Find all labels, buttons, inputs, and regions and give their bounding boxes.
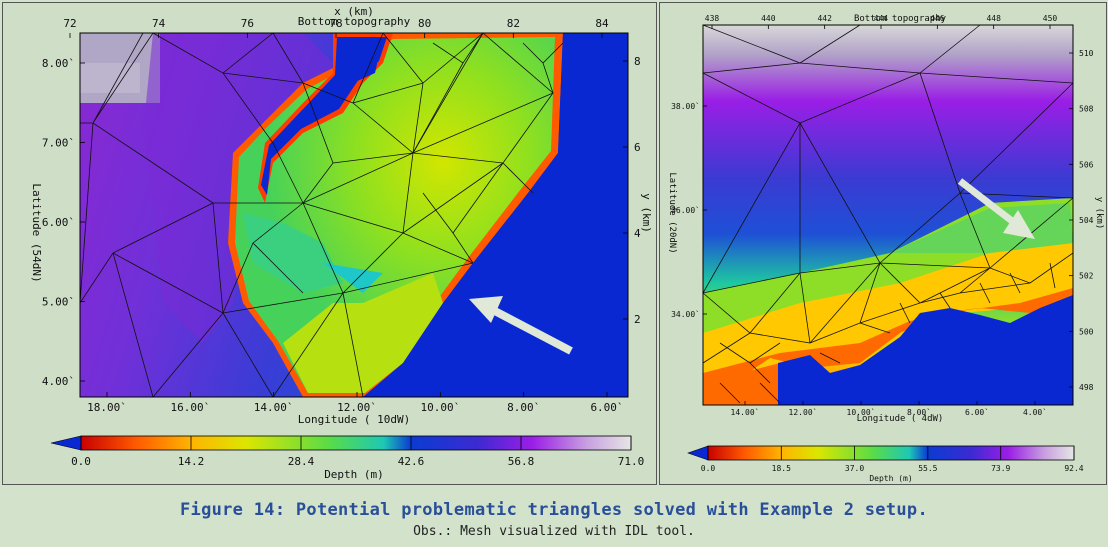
top-tick-label: 448 [986,14,1001,23]
bottom-tick-label: 14.00` [254,401,294,414]
top-tick-label: 80 [418,17,431,30]
colorbar-tick-label: 18.5 [772,464,791,473]
bottom-tick-label: 10.00` [420,401,460,414]
colorbar-tick-label: 73.9 [991,464,1010,473]
right-right-axis-title: y (km) [1094,197,1104,230]
top-tick-label: 74 [152,17,166,30]
right-tick-label: 504 [1079,216,1094,225]
left-left-ticks: 8.00` 7.00` 6.00` 5.00` 4.00` [42,57,85,388]
right-tick-label: 6 [634,141,641,154]
left-right-axis-title: y (km) [640,193,653,233]
top-tick-label: 78 [329,17,342,30]
bottom-tick-label: 12.00` [789,407,818,417]
bottom-tick-label: 12.00` [337,401,377,414]
right-tick-label: 508 [1079,105,1094,114]
figure-note: Obs.: Mesh visualized with IDL tool. [413,524,695,539]
bottom-tick-label: 4.00` [1023,407,1047,417]
top-tick-label: 446 [930,14,945,23]
right-colorbar: 0.0 18.5 37.0 55.5 73.9 92.4 Depth (m) [687,445,1084,483]
bottom-tick-label: 8.00` [507,401,540,414]
bottom-tick-label: 14.00` [731,407,760,417]
bottom-tick-label: 8.00` [907,407,931,417]
colorbar-tick-label: 14.2 [178,455,205,468]
left-tick-label: 4.00` [42,375,75,388]
left-top-axis-title: x (km) [334,5,374,18]
right-plot-area [702,24,1074,406]
left-chart-svg: x (km) Bottom topography Longitude ( 10d… [30,5,653,481]
colorbar-tick-label: 28.4 [288,455,315,468]
colorbar-tick-label: 55.5 [918,464,937,473]
right-tick-label: 8 [634,55,641,68]
left-colorbar: 0.0 14.2 28.4 42.6 56.8 71.0 Depth (m) [50,435,645,481]
right-tick-label: 510 [1079,49,1094,58]
left-chart-title: Bottom topography [298,15,411,28]
colorbar-tick-label: 0.0 [71,455,91,468]
left-tick-label: 5.00` [42,296,75,309]
colorbar-tick-label: 37.0 [845,464,864,473]
right-colorbar-label: Depth (m) [869,474,912,483]
colorbar-tick-label: 56.8 [508,455,535,468]
right-chart-panel: Bottom topography Longitude ( 4dW) Latit… [659,2,1107,485]
right-tick-label: 500 [1079,327,1094,336]
colorbar-tick-label: 42.6 [398,455,425,468]
figure-caption: Figure 14: Potential problematic triangl… [180,500,928,520]
bottom-tick-label: 6.00` [590,401,623,414]
right-left-ticks: 38.00` 36.00` 34.00` [671,101,707,319]
colorbar-tick-label: 0.0 [701,464,716,473]
left-tick-label: 34.00` [671,309,700,319]
top-tick-label: 442 [817,14,832,23]
left-ylabel: Latitude (54dN) [30,183,43,282]
left-right-ticks: 8 6 4 2 [623,55,641,326]
left-tick-label: 8.00` [42,57,75,70]
right-ylabel: Latitude (20dN) [667,172,677,253]
left-chart-panel: x (km) Bottom topography Longitude ( 10d… [2,2,657,485]
right-tick-label: 506 [1079,160,1094,169]
right-xlabel: Longitude ( 4dW) [857,414,944,424]
top-tick-label: 444 [874,14,889,23]
right-chart-title: Bottom topography [854,14,947,24]
bottom-tick-label: 18.00` [87,401,127,414]
left-arrow [469,296,573,355]
right-top-ticks: 438 440 442 444 446 448 450 [705,14,1058,29]
top-tick-label: 438 [705,14,720,23]
right-tick-label: 4 [634,227,641,240]
top-tick-label: 82 [507,17,520,30]
top-tick-label: 76 [241,17,254,30]
left-colorbar-label: Depth (m) [324,468,384,481]
colorbar-tick-label: 71.0 [618,455,645,468]
bottom-tick-label: 10.00` [847,407,876,417]
left-top-ticks: 72 74 76 78 80 82 84 [63,17,609,38]
right-tick-label: 498 [1079,383,1094,392]
right-arrow [957,178,1035,239]
right-bottom-ticks: 14.00` 12.00` 10.00` 8.00` 6.00` 4.00` [731,401,1047,417]
right-tick-label: 2 [634,313,641,326]
left-xlabel: Longitude ( 10dW) [298,413,411,426]
top-tick-label: 440 [761,14,776,23]
right-right-ticks: 510 508 506 504 502 500 498 [1069,49,1094,392]
bottom-tick-label: 16.00` [170,401,210,414]
left-bottom-ticks: 18.00` 16.00` 14.00` 12.00` 10.00` 8.00` 6.00` [87,392,624,414]
left-plot-area [79,32,629,398]
colorbar-tick-label: 92.4 [1064,464,1083,473]
right-tick-label: 502 [1079,272,1094,281]
top-tick-label: 450 [1043,14,1058,23]
bottom-tick-label: 6.00` [965,407,989,417]
right-chart-svg: Bottom topography Longitude ( 4dW) Latit… [667,14,1104,483]
left-tick-label: 38.00` [671,101,700,111]
top-tick-label: 72 [63,17,76,30]
left-tick-label: 6.00` [42,216,75,229]
left-tick-label: 36.00` [671,205,700,215]
top-tick-label: 84 [595,17,609,30]
left-tick-label: 7.00` [42,137,75,150]
